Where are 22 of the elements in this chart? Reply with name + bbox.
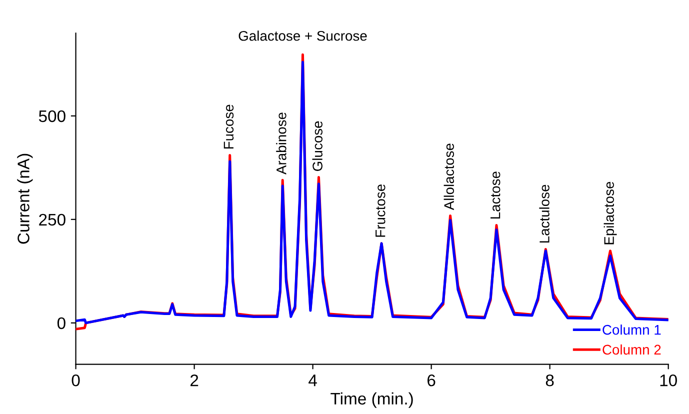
- annotation: Lactulose: [539, 184, 550, 243]
- x-axis-title: Time (min.): [330, 392, 413, 408]
- x-tick-label: 8: [546, 374, 554, 386]
- x-tick-label: 0: [72, 374, 80, 386]
- x-tick-label: 4: [308, 374, 317, 386]
- y-tick-label: 0: [57, 317, 66, 330]
- annotation: Arabinose: [276, 112, 286, 175]
- annotation: Fucose: [224, 104, 234, 149]
- y-axis-title: Current (nA): [17, 154, 33, 244]
- annotation: Epilactose: [604, 182, 617, 244]
- annotation: Galactose + Sucrose: [238, 30, 367, 41]
- annotation: Allolactose: [444, 144, 454, 210]
- annotation: Glucose: [312, 121, 322, 171]
- annotation: Fructose: [376, 184, 386, 237]
- legend-label: Column 1: [602, 324, 661, 335]
- x-tick-label: 2: [190, 374, 198, 386]
- y-tick-label: 250: [39, 214, 66, 226]
- annotation: Lactose: [490, 172, 500, 219]
- y-tick-label: 500: [38, 110, 66, 122]
- x-tick-label: 10: [660, 374, 677, 386]
- legend-label: Column 2: [602, 344, 661, 355]
- x-tick-label: 6: [428, 374, 436, 386]
